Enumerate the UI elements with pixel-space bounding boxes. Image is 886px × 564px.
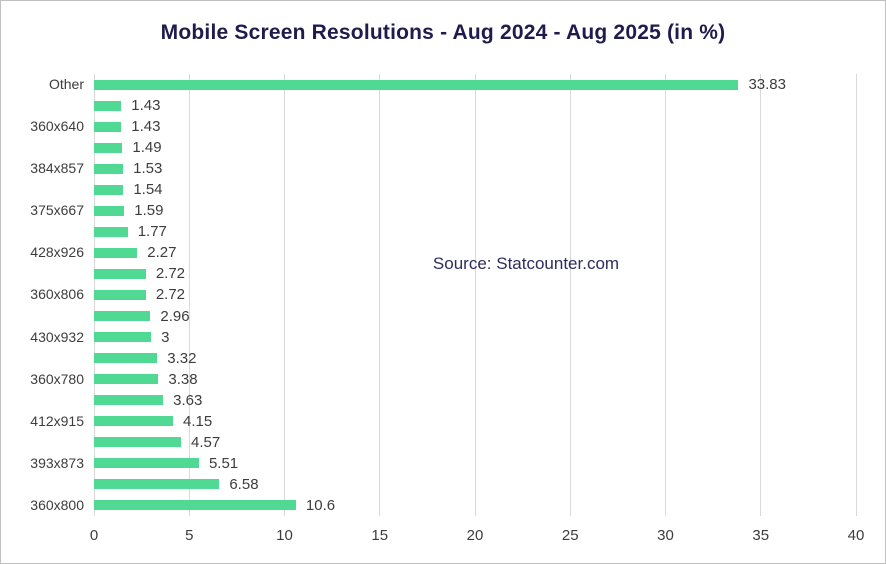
value-label: 1.43: [131, 118, 161, 136]
value-label: 1.49: [132, 139, 162, 157]
bar: [94, 142, 123, 153]
x-axis-tick-label: 20: [466, 527, 484, 544]
value-label: 1.77: [137, 223, 167, 241]
x-axis-tick-label: 0: [89, 527, 99, 544]
category-label: 430x932: [30, 328, 84, 345]
bar: [94, 458, 199, 469]
bar: [94, 437, 182, 448]
bar: [94, 416, 174, 427]
value-label: 3.32: [167, 349, 197, 367]
category-label: 428x926: [30, 244, 84, 261]
x-axis-tick-label: 30: [657, 527, 674, 544]
gridline: [474, 74, 476, 516]
value-label: 3.63: [173, 391, 203, 409]
bar: [94, 500, 296, 511]
value-label: 1.53: [133, 160, 163, 178]
bar: [94, 163, 124, 174]
category-label: 360x640: [30, 118, 84, 135]
value-label: 2.72: [155, 286, 186, 304]
chart-title: Mobile Screen Resolutions - Aug 2024 - A…: [160, 21, 726, 44]
x-axis-tick-label: 15: [371, 527, 389, 544]
x-axis-tick-label: 35: [752, 527, 770, 544]
value-label: 4.15: [183, 412, 213, 430]
plot-area: 33.83 1.43 1.43 1.49 1.53 1.54 1.59 1.77 2.27 2.7…: [93, 74, 857, 516]
x-axis-tick-label: 5: [185, 527, 194, 544]
bar: [94, 395, 164, 406]
x-axis-tick-label: 10: [276, 527, 293, 544]
gridline: [379, 74, 381, 516]
bar: [94, 268, 146, 279]
bar: [94, 290, 146, 300]
category-label: 360x780: [30, 370, 84, 387]
category-label: 360x800: [30, 496, 84, 513]
value-label: 2.96: [160, 307, 190, 325]
bar: [94, 479, 220, 490]
value-label: 2.72: [155, 265, 186, 283]
bar: [94, 121, 122, 132]
category-label: 393x873: [30, 454, 84, 471]
x-axis-tick-label: 40: [847, 527, 865, 544]
gridline: [760, 74, 762, 516]
bar: [94, 332, 152, 343]
category-label: Other: [48, 76, 84, 92]
bar: [94, 374, 159, 385]
value-label: 2.27: [147, 244, 177, 262]
bar: [94, 247, 138, 258]
category-label: 384x857: [30, 160, 84, 177]
category-label: 360x806: [30, 286, 84, 303]
gridline: [284, 74, 285, 516]
value-label: 10.6: [305, 496, 336, 514]
bar: [94, 226, 128, 237]
value-label: 5.51: [208, 454, 239, 472]
value-label: 3.38: [168, 370, 198, 388]
source-annotation: Source: Statcounter.com: [432, 254, 620, 273]
value-label: 6.58: [229, 475, 259, 493]
gridline: [569, 74, 571, 516]
x-axis-tick-label: 25: [561, 527, 579, 544]
bar: [94, 353, 158, 364]
bar: [94, 184, 124, 195]
bar: [94, 100, 122, 111]
value-label: 4.57: [191, 433, 221, 451]
value-label: 3: [161, 328, 170, 346]
value-label: 1.59: [134, 202, 164, 220]
category-label: 375x667: [30, 202, 84, 219]
gridline: [665, 74, 666, 516]
gridline: [855, 74, 857, 516]
value-label: 1.43: [131, 97, 161, 115]
bar: [94, 205, 125, 216]
bar: [94, 311, 151, 322]
value-label: 33.83: [748, 76, 786, 93]
category-label: 412x915: [30, 412, 84, 429]
value-label: 1.54: [133, 181, 163, 199]
gridline: [188, 74, 190, 516]
bar: [94, 79, 739, 90]
